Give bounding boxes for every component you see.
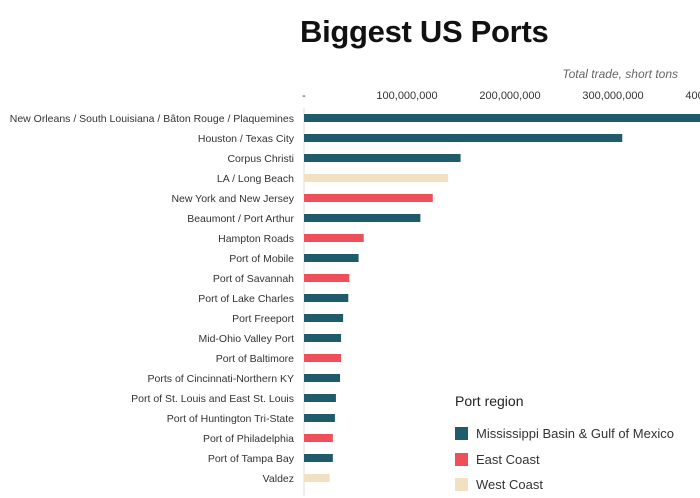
- category-label: Hampton Roads: [218, 233, 294, 245]
- x-tick-label: 300,000,000: [582, 90, 643, 102]
- category-label: Port of St. Louis and East St. Louis: [131, 393, 294, 405]
- bar: [304, 354, 342, 362]
- bar: [304, 434, 333, 442]
- category-label: Port of Mobile: [229, 253, 294, 265]
- x-axis-label: Total trade, short tons: [562, 67, 678, 81]
- bar: [304, 314, 344, 322]
- x-tick-label: 400,000,000: [685, 90, 700, 102]
- category-label: Mid-Ohio Valley Port: [198, 333, 294, 345]
- bar: [304, 294, 349, 302]
- legend-title: Port region: [455, 393, 524, 409]
- bar: [304, 374, 341, 382]
- legend-label: East Coast: [476, 451, 540, 467]
- bar: [304, 234, 364, 242]
- x-tick-label: -: [302, 90, 306, 102]
- bar: [304, 214, 421, 222]
- bar: [304, 174, 449, 182]
- category-label: New York and New Jersey: [171, 193, 294, 205]
- category-label: Houston / Texas City: [198, 133, 295, 145]
- bar: [304, 154, 461, 162]
- category-label: Corpus Christi: [227, 153, 294, 165]
- legend: Port region Mississippi Basin & Gulf of …: [455, 393, 674, 498]
- category-label: LA / Long Beach: [217, 173, 294, 185]
- legend-label: Mississippi Basin & Gulf of Mexico: [476, 426, 674, 442]
- bar: [304, 394, 336, 402]
- bar: [304, 254, 359, 262]
- legend-swatch: [455, 452, 468, 466]
- bar: [304, 454, 333, 462]
- bar: [304, 114, 700, 122]
- bar: [304, 474, 330, 482]
- bar: [304, 274, 350, 282]
- category-label: New Orleans / South Louisiana / Bâton Ro…: [10, 113, 294, 125]
- category-label: Port of Savannah: [213, 273, 294, 285]
- category-label: Port of Huntington Tri-State: [167, 413, 294, 425]
- legend-item: Mississippi Basin & Gulf of Mexico: [455, 421, 674, 447]
- legend-label: West Coast: [476, 477, 543, 493]
- category-label: Port of Lake Charles: [198, 293, 294, 305]
- category-label: Port of Baltimore: [216, 353, 294, 365]
- legend-swatch: [455, 478, 468, 492]
- legend-item: East Coast: [455, 447, 674, 473]
- legend-item: West Coast: [455, 472, 674, 498]
- category-label: Port of Tampa Bay: [208, 453, 295, 465]
- category-label: Port of Philadelphia: [203, 433, 294, 445]
- category-label: Beaumont / Port Arthur: [187, 213, 294, 225]
- category-label: Valdez: [263, 473, 294, 485]
- bar: [304, 134, 623, 142]
- bar: [304, 414, 335, 422]
- category-label: Ports of Cincinnati-Northern KY: [148, 373, 294, 385]
- x-tick-label: 100,000,000: [376, 90, 437, 102]
- legend-swatch: [455, 427, 468, 441]
- bar: [304, 194, 433, 202]
- chart-title: Biggest US Ports: [300, 14, 549, 49]
- x-tick-label: 200,000,000: [479, 90, 540, 102]
- category-label: Port Freeport: [232, 313, 294, 325]
- bar: [304, 334, 342, 342]
